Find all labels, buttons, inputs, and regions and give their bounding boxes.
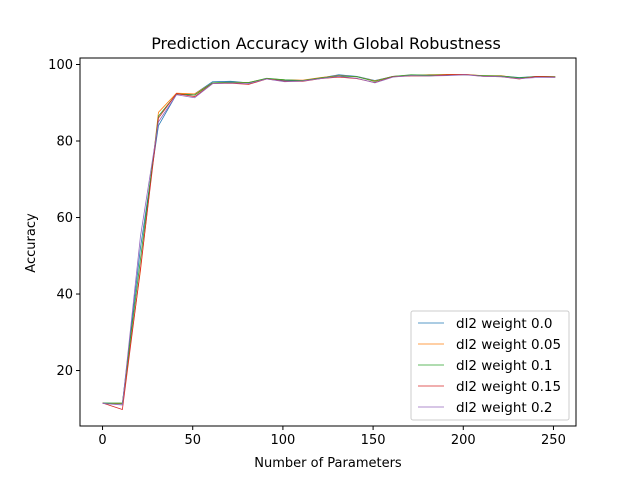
y-tick-label: 40 — [56, 288, 73, 303]
x-axis-ticks: 0 50 100 150 200 250 — [98, 426, 566, 448]
y-tick-label: 60 — [56, 211, 73, 226]
series-line-4 — [102, 74, 556, 406]
x-tick-label: 150 — [361, 433, 386, 448]
x-tick-label: 0 — [98, 433, 106, 448]
y-tick-label: 100 — [48, 58, 73, 73]
legend-box — [410, 310, 570, 421]
x-tick-label: 200 — [451, 433, 476, 448]
x-axis-label: Number of Parameters — [254, 456, 402, 471]
y-axis-ticks: 20 40 60 80 100 — [48, 58, 80, 379]
y-axis-label: Accuracy — [24, 213, 39, 273]
x-tick-label: 250 — [541, 433, 566, 448]
chart-title: Prediction Accuracy with Global Robustne… — [151, 34, 501, 53]
y-tick-label: 80 — [56, 135, 73, 150]
x-tick-label: 50 — [184, 433, 201, 448]
legend-label: dl2 weight 0.05 — [456, 337, 561, 353]
data-series — [102, 74, 556, 410]
legend-label: dl2 weight 0.2 — [456, 400, 552, 416]
x-tick-label: 100 — [270, 433, 295, 448]
plot-area-frame — [79, 57, 577, 427]
y-tick-label: 20 — [56, 364, 73, 379]
legend: dl2 weight 0.0 dl2 weight 0.05 dl2 weight … — [410, 310, 570, 421]
legend-label: dl2 weight 0.1 — [456, 358, 552, 374]
legend-label: dl2 weight 0.15 — [456, 379, 561, 395]
legend-label: dl2 weight 0.0 — [456, 316, 552, 332]
